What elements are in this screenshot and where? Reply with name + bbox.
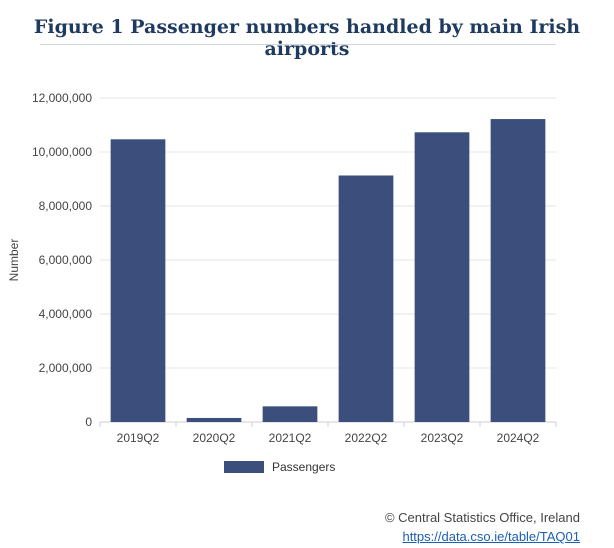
y-tick-label: 10,000,000 <box>32 145 92 159</box>
bar <box>338 175 394 422</box>
x-tick-label: 2019Q2 <box>117 431 160 445</box>
x-tick-label: 2023Q2 <box>421 431 464 445</box>
bar <box>414 132 470 423</box>
source-link[interactable]: https://data.cso.ie/table/TAQ01 <box>402 529 580 544</box>
bar-chart: 0 2,000,000 4,000,000 6,000,000 8,000,000 10,… <box>7 91 557 445</box>
bar <box>490 119 546 422</box>
source-copyright: © Central Statistics Office, Ireland <box>384 510 580 525</box>
chart-title: Figure 1 Passenger numbers handled by ma… <box>33 16 581 60</box>
legend-label: Passengers <box>272 460 336 474</box>
bar <box>262 406 318 422</box>
chart-legend[interactable]: Passengers <box>224 460 335 474</box>
x-tick-label: 2020Q2 <box>193 431 236 445</box>
x-tick-label: 2022Q2 <box>345 431 388 445</box>
y-axis-title: Number <box>7 239 21 282</box>
x-tick-label: 2024Q2 <box>497 431 540 445</box>
y-tick-label: 2,000,000 <box>39 361 93 375</box>
bar <box>186 417 242 422</box>
title-divider <box>40 44 556 45</box>
y-tick-label: 6,000,000 <box>39 253 93 267</box>
x-tick-label: 2021Q2 <box>269 431 312 445</box>
y-tick-label: 8,000,000 <box>39 199 93 213</box>
y-tick-label: 4,000,000 <box>39 307 93 321</box>
legend-swatch <box>224 461 264 473</box>
bar <box>110 139 166 422</box>
y-tick-label: 0 <box>85 415 92 429</box>
y-tick-label: 12,000,000 <box>32 91 92 105</box>
